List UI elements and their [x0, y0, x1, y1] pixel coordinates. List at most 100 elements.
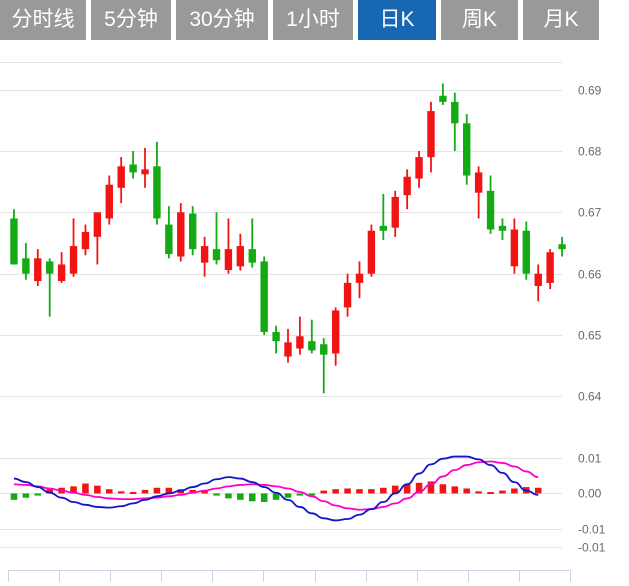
candlestick[interactable]	[296, 316, 304, 355]
macd-bar[interactable]	[237, 493, 244, 500]
candlestick[interactable]	[248, 218, 256, 268]
candlestick[interactable]	[69, 218, 78, 277]
macd-bar[interactable]	[34, 493, 42, 496]
tab-5min[interactable]: 5分钟	[91, 0, 171, 40]
candlestick[interactable]	[415, 150, 423, 188]
macd-bar[interactable]	[534, 487, 542, 494]
macd-bar[interactable]	[344, 488, 351, 494]
macd-bar[interactable]	[10, 493, 18, 500]
candlestick[interactable]	[272, 325, 280, 354]
candlestick[interactable]	[153, 141, 161, 225]
macd-bar[interactable]	[106, 489, 113, 494]
macd-bar[interactable]	[380, 487, 387, 494]
candlestick[interactable]	[200, 236, 209, 277]
macd-bar[interactable]	[70, 486, 77, 494]
candlestick[interactable]	[105, 175, 113, 225]
macd-bar[interactable]	[82, 483, 89, 494]
macd-bar[interactable]	[320, 490, 328, 494]
candlestick[interactable]	[93, 212, 102, 265]
macd-bar[interactable]	[308, 493, 316, 496]
macd-bar[interactable]	[141, 489, 149, 494]
tab-minute-line[interactable]: 分时线	[0, 0, 86, 40]
candlestick[interactable]	[510, 218, 519, 274]
macd-bar[interactable]	[487, 492, 494, 495]
macd-bar[interactable]	[284, 493, 292, 498]
candlestick[interactable]	[177, 203, 185, 262]
candlestick[interactable]	[57, 252, 66, 283]
macd-bar[interactable]	[201, 490, 208, 494]
candlestick[interactable]	[463, 114, 471, 185]
candlestick[interactable]	[188, 206, 197, 256]
macd-bar[interactable]	[22, 493, 30, 498]
candlestick[interactable]	[224, 218, 233, 274]
candlestick[interactable]	[534, 264, 542, 302]
candlestick[interactable]	[10, 209, 18, 265]
tab-1hour[interactable]: 1小时	[273, 0, 353, 40]
candlestick[interactable]	[498, 218, 507, 240]
macd-bar[interactable]	[213, 493, 220, 496]
macd-bar[interactable]	[511, 488, 518, 494]
macd-histogram[interactable]	[10, 481, 542, 502]
candlestick[interactable]	[403, 169, 411, 210]
candlestick[interactable]	[212, 212, 221, 265]
macd-bar[interactable]	[463, 488, 470, 494]
macd-bar[interactable]	[368, 489, 375, 494]
candlestick[interactable]	[558, 236, 566, 257]
candlestick[interactable]	[320, 338, 328, 394]
candlestick[interactable]	[546, 249, 554, 290]
macd-bar[interactable]	[475, 491, 482, 494]
candlestick[interactable]	[141, 147, 149, 188]
candlestick[interactable]	[379, 193, 388, 240]
candlestick[interactable]	[46, 258, 54, 317]
macd-bar[interactable]	[499, 490, 506, 494]
macd-bar[interactable]	[165, 487, 173, 494]
macd-bar[interactable]	[427, 481, 435, 494]
candlestick[interactable]	[474, 166, 483, 219]
candlestick[interactable]	[34, 249, 42, 286]
candlestick[interactable]	[165, 206, 173, 259]
macd-bar[interactable]	[94, 485, 101, 494]
macd-bar[interactable]	[46, 489, 53, 494]
kline-chart[interactable]: 0.69 0.68 0.67 0.66 0.65 0.64 0.01 0.00 -0.01 -0…	[0, 42, 629, 586]
macd-bar[interactable]	[356, 489, 363, 494]
candle-wick	[441, 83, 444, 105]
candlestick-series[interactable]	[10, 83, 566, 394]
candlestick[interactable]	[522, 221, 530, 280]
candlestick[interactable]	[236, 233, 245, 271]
candlestick[interactable]	[427, 101, 435, 173]
macd-bar[interactable]	[403, 484, 411, 494]
macd-bar[interactable]	[129, 492, 137, 495]
macd-bar[interactable]	[272, 493, 280, 500]
macd-bar[interactable]	[153, 487, 161, 494]
candlestick[interactable]	[367, 224, 376, 277]
macd-bar[interactable]	[248, 493, 256, 502]
macd-bar[interactable]	[225, 493, 232, 499]
tab-daily-k[interactable]: 日K	[358, 0, 436, 40]
candlestick[interactable]	[331, 307, 340, 366]
candlestick[interactable]	[391, 190, 399, 237]
macd-bar[interactable]	[189, 489, 196, 494]
candlestick[interactable]	[81, 224, 90, 256]
macd-bar[interactable]	[296, 493, 304, 496]
candlestick[interactable]	[117, 157, 125, 204]
candlestick[interactable]	[260, 256, 268, 336]
tab-monthly-k[interactable]: 月K	[523, 0, 599, 40]
candlestick[interactable]	[343, 273, 352, 317]
candlestick[interactable]	[486, 175, 495, 234]
candlestick[interactable]	[129, 150, 137, 179]
macd-bar[interactable]	[451, 486, 459, 494]
macd-bar[interactable]	[332, 489, 339, 494]
macd-bar[interactable]	[439, 484, 447, 494]
candlestick[interactable]	[308, 319, 316, 354]
macd-bar[interactable]	[260, 493, 268, 502]
candlestick[interactable]	[22, 243, 30, 280]
macd-bar[interactable]	[415, 482, 423, 494]
macd-bar[interactable]	[391, 485, 399, 494]
tab-weekly-k[interactable]: 周K	[441, 0, 518, 40]
tab-30min[interactable]: 30分钟	[176, 0, 268, 40]
candlestick[interactable]	[355, 261, 364, 299]
candlestick[interactable]	[451, 92, 459, 151]
candlestick[interactable]	[284, 328, 292, 363]
candlestick[interactable]	[439, 83, 447, 105]
macd-bar[interactable]	[117, 491, 125, 494]
